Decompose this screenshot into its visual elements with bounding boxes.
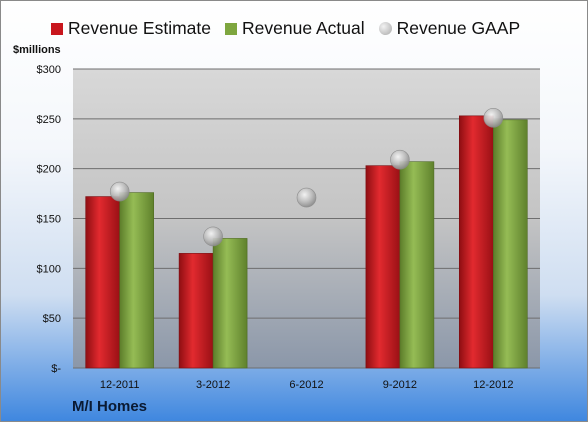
y-tick-label: $100 [37, 263, 61, 275]
legend-swatch-estimate [51, 22, 63, 35]
legend-item-actual: Revenue Actual [225, 18, 365, 39]
company-name: M/I Homes [72, 398, 148, 415]
bar-revenue-estimate [458, 115, 494, 369]
legend-label-gaap: Revenue GAAP [396, 18, 521, 38]
legend-label-actual: Revenue Actual [242, 18, 365, 38]
y-tick-label: $200 [37, 164, 61, 176]
bar-revenue-estimate [85, 196, 120, 369]
bar-revenue-actual [399, 161, 435, 369]
bar-revenue-estimate [178, 253, 214, 369]
legend-label-estimate: Revenue Estimate [68, 18, 211, 38]
x-tick-label: 3-2012 [196, 379, 230, 391]
y-tick-label: $- [51, 363, 61, 375]
point-revenue-gaap [483, 108, 504, 128]
y-unit-label: $millions [13, 44, 61, 56]
legend-swatch-actual [225, 22, 237, 35]
legend-item-gaap: Revenue GAAP [378, 18, 521, 39]
legend-swatch-gaap [378, 22, 392, 35]
point-revenue-gaap [203, 226, 223, 247]
point-revenue-gaap [390, 149, 410, 170]
y-tick-label: $300 [37, 64, 61, 76]
x-tick-label: 12-2011 [100, 379, 140, 391]
bar-revenue-actual [492, 119, 528, 369]
bar-revenue-estimate [365, 165, 401, 369]
legend: Revenue Estimate Revenue Actual Revenue … [51, 18, 534, 39]
x-tick-label: 9-2012 [383, 379, 417, 391]
point-revenue-gaap [296, 187, 317, 208]
x-tick-label: 12-2012 [473, 379, 513, 391]
y-tick-label: $150 [37, 214, 61, 226]
legend-item-estimate: Revenue Estimate [51, 18, 211, 39]
point-revenue-gaap [109, 181, 130, 202]
bar-revenue-actual [119, 192, 154, 369]
y-tick-label: $250 [37, 114, 61, 126]
y-tick-label: $50 [43, 313, 61, 325]
x-tick-label: 6-2012 [289, 379, 323, 391]
bar-revenue-actual [212, 238, 248, 369]
